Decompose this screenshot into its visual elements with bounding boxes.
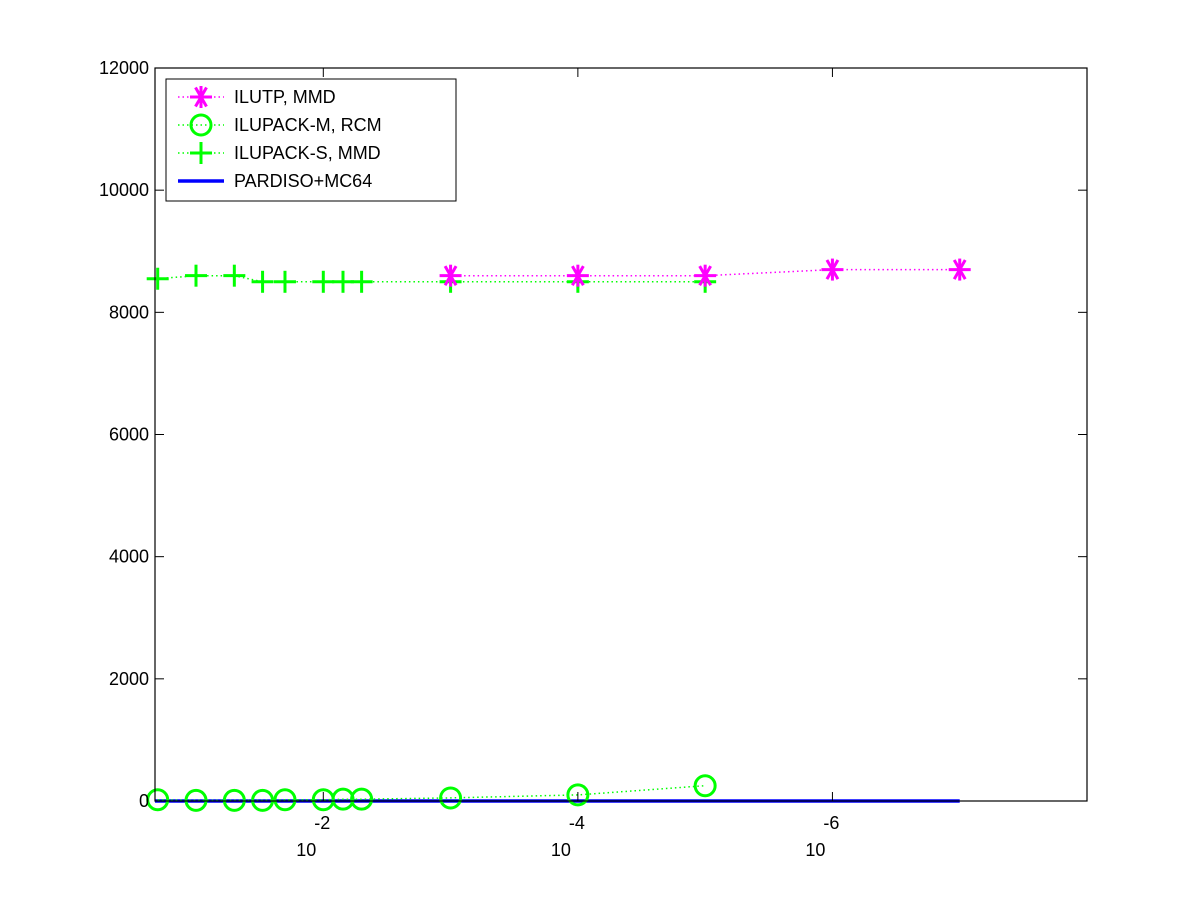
x-tick-label-exponent: -4 — [569, 813, 585, 833]
data-point — [694, 264, 717, 287]
data-point — [222, 788, 246, 812]
series-1 — [146, 774, 717, 812]
series-line — [450, 268, 960, 277]
x-tick-label-exponent: -6 — [823, 813, 839, 833]
y-tick-label: 8000 — [109, 302, 149, 322]
data-point — [693, 774, 717, 798]
series-layer — [146, 258, 971, 812]
data-point — [566, 783, 590, 807]
data-point — [184, 788, 208, 812]
data-point — [439, 264, 462, 287]
y-tick-label: 10000 — [99, 180, 149, 200]
series-0 — [439, 258, 971, 287]
legend-marker — [190, 86, 212, 108]
data-point — [566, 264, 589, 287]
data-point — [439, 786, 463, 810]
data-point — [273, 788, 297, 812]
data-point — [251, 788, 275, 812]
data-point — [312, 270, 335, 293]
legend-label: ILUPACK-M, RCM — [234, 115, 382, 135]
data-point — [821, 258, 844, 281]
data-point — [146, 267, 169, 290]
series-2 — [146, 264, 717, 293]
data-point — [273, 270, 296, 293]
y-tick-label: 12000 — [99, 58, 149, 78]
x-tick-label-exponent: -2 — [314, 813, 330, 833]
legend-marker — [190, 142, 212, 164]
legend: ILUTP, MMD ILUPACK-M, RCM ILUPACK-S, MMD PA… — [165, 78, 457, 202]
axis-layer: 0 2000 4000 6000 8000 10000 12000 10 -2 10 -4 10 -6 — [99, 58, 1087, 860]
legend-marker — [189, 113, 213, 137]
data-point — [948, 258, 971, 281]
x-tick-label-base: 10 — [551, 840, 571, 860]
series-line — [157, 274, 706, 283]
x-tick-label-base: 10 — [805, 840, 825, 860]
data-point — [223, 264, 246, 287]
data-point — [350, 787, 374, 811]
y-tick-label: 4000 — [109, 547, 149, 567]
legend-label: PARDISO+MC64 — [234, 171, 372, 191]
x-tick-label-base: 10 — [296, 840, 316, 860]
data-point — [146, 788, 170, 812]
data-point — [185, 264, 208, 287]
data-point — [350, 270, 373, 293]
data-point — [251, 270, 274, 293]
legend-label: ILUTP, MMD — [234, 87, 336, 107]
y-tick-label: 6000 — [109, 425, 149, 445]
y-tick-label: 0 — [139, 791, 149, 811]
data-point — [332, 270, 355, 293]
legend-label: ILUPACK-S, MMD — [234, 143, 381, 163]
y-tick-label: 2000 — [109, 669, 149, 689]
